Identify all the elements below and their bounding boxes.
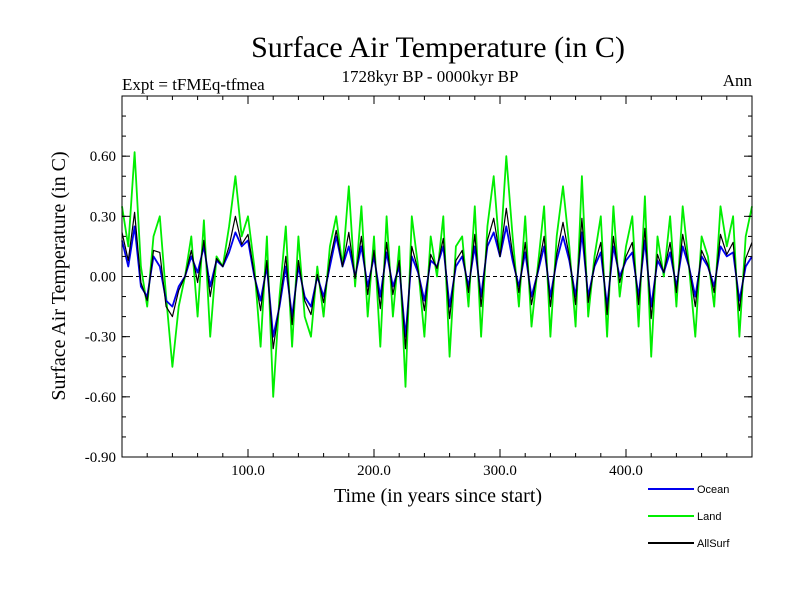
legend-label-allsurf: AllSurf — [697, 538, 730, 550]
y-tick-label: -0.90 — [85, 450, 116, 466]
series-line-allsurf — [121, 207, 753, 350]
plot-area: -0.90 -0.60 -0.30 0.00 0.30 0.60 100.0 200.0 300… — [85, 95, 753, 479]
legend-label-ocean: Ocean — [697, 484, 729, 496]
y-axis-label: Surface Air Temperature (in C) — [48, 151, 70, 400]
y-tick-label: -0.30 — [85, 330, 116, 346]
season-label: Ann — [723, 71, 753, 90]
time-range-label: 1728kyr BP - 0000kyr BP — [342, 67, 519, 86]
x-tick-label: 100.0 — [231, 463, 265, 479]
y-tick-label: 0.60 — [90, 149, 116, 165]
y-tick-label: 0.30 — [90, 209, 116, 225]
x-tick-label: 200.0 — [357, 463, 391, 479]
legend: Ocean Land AllSurf — [648, 484, 730, 550]
series-line-land — [121, 151, 753, 398]
legend-label-land: Land — [697, 511, 721, 523]
x-axis-label: Time (in years since start) — [334, 485, 542, 507]
y-tick-label: -0.60 — [85, 390, 116, 406]
x-tick-label: 300.0 — [483, 463, 517, 479]
y-tick-label: 0.00 — [90, 270, 116, 286]
x-tick-label: 400.0 — [609, 463, 643, 479]
chart-title: Surface Air Temperature (in C) — [251, 31, 625, 64]
experiment-label: Expt = tFMEq-tfmea — [122, 75, 265, 94]
